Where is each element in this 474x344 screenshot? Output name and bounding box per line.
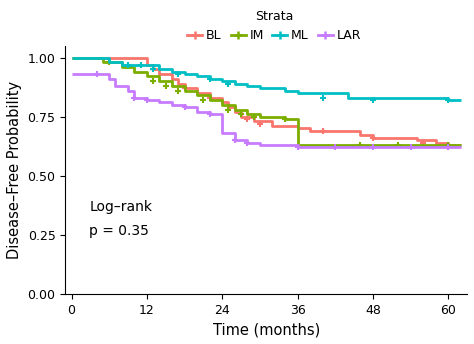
Y-axis label: Disease–Free Probability: Disease–Free Probability: [7, 81, 22, 259]
Legend: BL, IM, ML, LAR: BL, IM, ML, LAR: [187, 10, 361, 42]
Text: Log–rank: Log–rank: [89, 200, 152, 214]
X-axis label: Time (months): Time (months): [212, 322, 320, 337]
Text: p = 0.35: p = 0.35: [89, 224, 149, 238]
